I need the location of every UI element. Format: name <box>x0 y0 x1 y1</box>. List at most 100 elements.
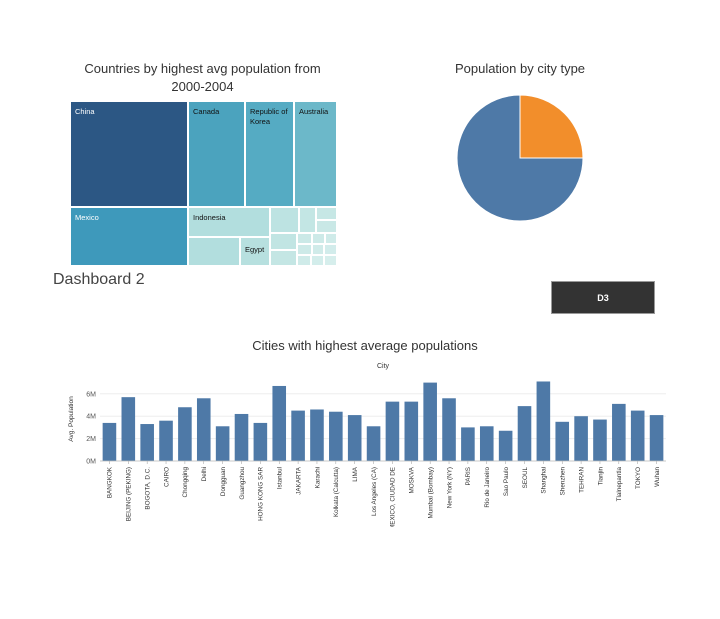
treemap-cell-small[interactable] <box>270 233 297 250</box>
y-tick-label: 2M <box>86 436 96 443</box>
x-tick-label: Delhi <box>201 467 208 481</box>
bar[interactable] <box>536 381 551 461</box>
bar[interactable] <box>630 410 645 461</box>
bar[interactable] <box>121 397 136 461</box>
x-tick-label: MEXICO, CIUDAD DE <box>390 467 397 527</box>
bar[interactable] <box>215 426 230 461</box>
x-tick-label: Kolkata (Calcutta) <box>333 467 340 517</box>
y-tick-label: 0M <box>86 459 96 466</box>
bar[interactable] <box>366 426 381 461</box>
treemap-cell-small[interactable] <box>297 244 312 255</box>
pie-chart <box>456 94 584 222</box>
x-tick-label: SEOUL <box>522 467 529 489</box>
treemap-cell-republic-of-korea[interactable]: Republic of Korea <box>245 101 294 207</box>
bar[interactable] <box>385 401 400 461</box>
x-tick-label: New York (NY) <box>446 467 453 508</box>
treemap-cell-indonesia[interactable]: Indonesia <box>188 207 270 237</box>
treemap-cell-mexico[interactable]: Mexico <box>70 207 188 266</box>
dashboard-label: Dashboard 2 <box>53 271 145 288</box>
x-tick-label: Tlalnepantla <box>616 467 623 502</box>
treemap-cell-small[interactable] <box>316 220 337 233</box>
bar[interactable] <box>159 420 173 461</box>
treemap-cell-small[interactable] <box>297 233 312 244</box>
x-tick-label: TOKYO <box>635 467 642 489</box>
x-tick-label: Chongqing <box>182 467 189 498</box>
x-tick-label: JAKARTA <box>295 466 302 495</box>
bar[interactable] <box>140 424 154 461</box>
bar[interactable] <box>272 385 287 461</box>
treemap-label-republic-of-korea: Republic of Korea <box>250 107 288 126</box>
treemap-cell-small[interactable] <box>270 250 297 266</box>
x-tick-label: Shenzhen <box>560 467 567 496</box>
bar[interactable] <box>593 419 607 461</box>
treemap-cell-small[interactable] <box>325 233 337 244</box>
x-tick-label: TEHRAN <box>578 467 585 493</box>
treemap-cell-small[interactable] <box>324 244 337 255</box>
bar[interactable] <box>253 422 268 461</box>
treemap-cell-china[interactable]: China <box>70 101 188 207</box>
treemap-label-egypt: Egypt <box>245 245 265 254</box>
treemap-cell-egypt[interactable]: Egypt <box>240 237 270 266</box>
bar[interactable] <box>178 407 192 461</box>
y-tick-label: 6M <box>86 391 96 398</box>
bar[interactable] <box>347 415 362 461</box>
bar-chart: City 0M 2M 4M 6M Avg. Population BANGKOK BEIJIN… <box>68 363 666 527</box>
bar-chart-title: Cities with highest average populations <box>252 338 478 353</box>
treemap-label-mexico: Mexico <box>75 213 99 222</box>
x-tick-label: Sao Paulo <box>503 467 510 497</box>
treemap-label-canada: Canada <box>193 107 220 116</box>
bar[interactable] <box>404 401 419 461</box>
bar[interactable] <box>574 416 588 461</box>
x-tick-label: Rio de Janeiro <box>484 467 491 508</box>
bar[interactable] <box>291 410 305 461</box>
bar[interactable] <box>329 411 343 461</box>
treemap-label-indonesia: Indonesia <box>193 213 226 222</box>
treemap-cell-small[interactable] <box>311 255 324 266</box>
x-tick-label: BOGOTA, D.C. <box>144 467 151 510</box>
treemap-cell-small[interactable] <box>297 255 311 266</box>
bar[interactable] <box>102 422 117 461</box>
treemap-title-line1: Countries by highest avg population from <box>84 61 321 76</box>
bar[interactable] <box>649 415 664 461</box>
bar[interactable] <box>310 409 324 461</box>
x-tick-label: BANGKOK <box>107 466 114 498</box>
x-tick-label: Karachi <box>314 467 321 488</box>
bar[interactable] <box>234 413 249 461</box>
x-tick-label: Los Angeles (CA) <box>371 467 378 516</box>
d3-button[interactable]: D3 <box>551 281 655 314</box>
bar[interactable] <box>196 398 211 461</box>
x-tick-label: HONG KONG SAR <box>258 467 265 521</box>
bar[interactable] <box>555 421 570 461</box>
x-tick-label: BEIJING (PEKING) <box>126 467 133 521</box>
treemap-label-australia: Australia <box>299 107 329 116</box>
treemap-cell-small[interactable] <box>299 207 316 233</box>
x-tick-label: LIMA <box>352 466 359 481</box>
bar[interactable] <box>479 426 494 461</box>
bar[interactable] <box>461 427 475 461</box>
y-axis-label: Avg. Population <box>68 396 75 442</box>
treemap-cell-small[interactable] <box>324 255 337 266</box>
treemap-cell-small[interactable] <box>312 233 325 244</box>
x-tick-label: Guangzhou <box>239 467 246 500</box>
bar[interactable] <box>612 403 626 461</box>
y-tick-label: 4M <box>86 414 96 421</box>
bar[interactable] <box>498 430 513 461</box>
bar-column-header: City <box>377 363 390 370</box>
treemap-label-china: China <box>75 107 95 116</box>
treemap-cell-small[interactable] <box>188 237 240 266</box>
pie-slice[interactable] <box>519 94 584 159</box>
bar[interactable] <box>517 406 532 461</box>
treemap-cell-small[interactable] <box>312 244 324 255</box>
treemap: China Canada Republic of Korea Australia… <box>70 101 337 266</box>
x-tick-label: CAIRO <box>163 467 170 487</box>
x-tick-label: MOSKVA <box>409 466 416 493</box>
bar[interactable] <box>442 398 456 461</box>
treemap-cell-small[interactable] <box>316 207 337 220</box>
treemap-cell-australia[interactable]: Australia <box>294 101 337 207</box>
treemap-cell-small[interactable] <box>270 207 299 233</box>
bar[interactable] <box>423 382 437 461</box>
x-tick-label: Mumbai (Bombay) <box>427 467 434 518</box>
x-tick-label: PARIS <box>465 467 472 485</box>
x-tick-label: Wuhan <box>654 467 661 487</box>
treemap-cell-canada[interactable]: Canada <box>188 101 245 207</box>
